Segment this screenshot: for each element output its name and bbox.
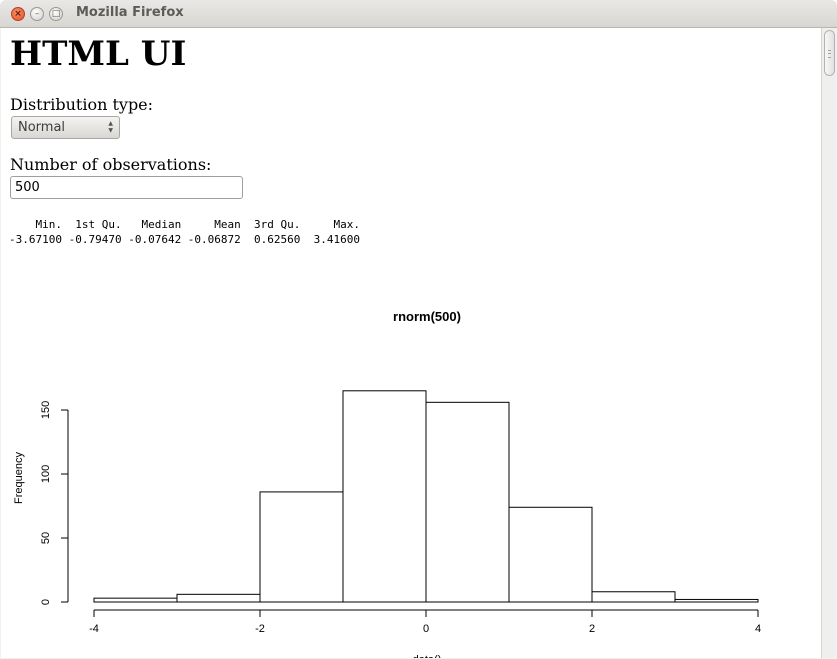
x-axis-label: data() [413,654,442,658]
select-arrows-icon: ▲ ▼ [108,120,113,134]
distribution-type-select[interactable]: Normal ▲ ▼ [11,116,120,139]
scrollbar-thumb[interactable] [824,30,835,76]
chart-title: rnorm(500) [393,309,461,324]
distribution-type-label: Distribution type: [10,95,154,114]
minimize-window-button[interactable]: – [30,7,44,21]
histogram-plot: rnorm(500) -4 -2 0 2 4 data() 0 50 100 150 Frequenc… [13,309,761,658]
y-tick-label: 150 [40,401,52,419]
summary-output: Min. 1st Qu. Median Mean 3rd Qu. Max. -3… [9,217,367,247]
grip-icon [828,50,831,58]
x-tick-label: 4 [755,623,761,635]
histogram-bar [93,597,178,603]
distribution-type-value: Normal [18,120,66,135]
x-tick-label: 0 [423,623,429,635]
x-tick-label: -4 [89,623,99,635]
observations-label: Number of observations: [10,155,212,174]
histogram-bar [674,598,759,603]
y-tick-label: 50 [40,532,52,544]
histogram-bar [425,401,510,603]
summary-values-line: -3.67100 -0.79470 -0.07642 -0.06872 0.62… [9,233,367,246]
histogram-bar [591,591,676,603]
x-tick-label: 2 [589,623,595,635]
histogram-bar [342,390,427,603]
y-tick-label: 0 [40,599,52,605]
y-axis-label: Frequency [13,452,25,504]
page-content: HTML UI Distribution type: Normal ▲ ▼ Num… [1,28,821,658]
summary-header-line: Min. 1st Qu. Median Mean 3rd Qu. Max. [9,218,367,231]
histogram-bar [259,491,344,603]
y-tick-label: 100 [40,465,52,483]
x-tick-label: -2 [255,623,265,635]
title-bar[interactable]: × – □ Mozilla Firefox [0,0,837,28]
maximize-window-button[interactable]: □ [49,7,63,21]
histogram-bar [508,506,593,603]
vertical-scrollbar[interactable] [821,28,836,658]
observations-input[interactable] [10,176,243,199]
page-title: HTML UI [10,34,187,74]
close-window-button[interactable]: × [11,7,25,21]
window-title: Mozilla Firefox [76,5,184,20]
histogram-bar [176,593,261,603]
